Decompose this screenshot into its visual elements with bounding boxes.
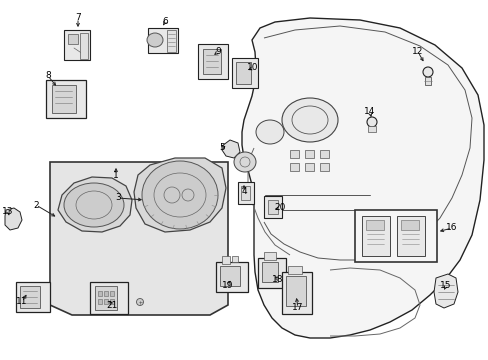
Bar bbox=[198, 44, 227, 79]
Text: 6: 6 bbox=[162, 18, 167, 27]
Bar bbox=[98, 299, 102, 304]
Bar bbox=[110, 291, 114, 296]
Polygon shape bbox=[58, 177, 132, 232]
Text: 18: 18 bbox=[272, 275, 283, 284]
Text: 14: 14 bbox=[364, 108, 375, 117]
Text: 7: 7 bbox=[75, 13, 81, 22]
Bar bbox=[52, 85, 76, 113]
Bar bbox=[167, 30, 176, 52]
Circle shape bbox=[422, 67, 432, 77]
Bar bbox=[305, 150, 313, 158]
Bar bbox=[46, 80, 86, 118]
Bar bbox=[231, 256, 238, 262]
Bar bbox=[319, 150, 328, 158]
Text: 9: 9 bbox=[215, 48, 221, 57]
Bar bbox=[365, 220, 383, 230]
Bar bbox=[264, 252, 275, 260]
Bar bbox=[282, 272, 311, 314]
Bar bbox=[220, 266, 240, 286]
Text: 16: 16 bbox=[446, 224, 457, 233]
Bar bbox=[236, 62, 250, 84]
Bar bbox=[238, 182, 253, 204]
Text: 15: 15 bbox=[439, 282, 451, 291]
Bar bbox=[396, 216, 424, 256]
Text: 10: 10 bbox=[247, 63, 258, 72]
Ellipse shape bbox=[256, 120, 284, 144]
Polygon shape bbox=[5, 208, 22, 230]
Circle shape bbox=[136, 298, 143, 306]
Bar bbox=[305, 163, 313, 171]
Bar bbox=[64, 30, 90, 60]
Text: 1: 1 bbox=[113, 171, 119, 180]
Text: 12: 12 bbox=[411, 48, 423, 57]
Bar bbox=[148, 28, 178, 53]
Bar bbox=[367, 126, 375, 132]
Bar bbox=[361, 216, 389, 256]
Bar bbox=[264, 196, 282, 218]
Bar bbox=[90, 282, 128, 314]
Bar bbox=[262, 262, 278, 282]
Bar bbox=[354, 210, 436, 262]
Ellipse shape bbox=[64, 183, 124, 227]
Polygon shape bbox=[50, 162, 227, 315]
Text: 21: 21 bbox=[106, 301, 118, 310]
Bar bbox=[104, 299, 108, 304]
Text: 20: 20 bbox=[274, 203, 285, 212]
Polygon shape bbox=[242, 18, 483, 338]
Bar bbox=[20, 286, 40, 308]
Text: 19: 19 bbox=[222, 280, 233, 289]
Bar bbox=[216, 262, 247, 292]
Text: 5: 5 bbox=[219, 144, 224, 153]
Bar bbox=[285, 276, 305, 306]
Bar bbox=[110, 299, 114, 304]
Circle shape bbox=[366, 117, 376, 127]
Text: 17: 17 bbox=[292, 303, 303, 312]
Bar bbox=[104, 291, 108, 296]
Bar bbox=[203, 49, 221, 74]
Bar bbox=[258, 258, 285, 288]
Text: 11: 11 bbox=[16, 297, 28, 306]
Bar bbox=[289, 150, 298, 158]
Text: 2: 2 bbox=[33, 201, 39, 210]
Bar bbox=[16, 282, 50, 312]
Polygon shape bbox=[433, 274, 457, 308]
Bar bbox=[80, 33, 88, 59]
Bar bbox=[231, 58, 258, 88]
Ellipse shape bbox=[282, 98, 337, 142]
Bar bbox=[289, 163, 298, 171]
Bar bbox=[241, 186, 249, 200]
Bar bbox=[95, 286, 117, 310]
Bar bbox=[68, 34, 78, 44]
Bar bbox=[287, 266, 302, 274]
Ellipse shape bbox=[142, 161, 218, 229]
Polygon shape bbox=[222, 140, 240, 158]
Text: 4: 4 bbox=[241, 188, 246, 197]
Bar bbox=[424, 77, 430, 85]
Text: 8: 8 bbox=[45, 72, 51, 81]
Ellipse shape bbox=[147, 33, 163, 47]
Polygon shape bbox=[134, 158, 225, 232]
Bar bbox=[400, 220, 418, 230]
Bar bbox=[267, 200, 278, 214]
Bar bbox=[319, 163, 328, 171]
Text: 3: 3 bbox=[115, 194, 121, 202]
Bar bbox=[222, 256, 229, 264]
Ellipse shape bbox=[234, 152, 256, 172]
Text: 13: 13 bbox=[2, 207, 14, 216]
Bar bbox=[98, 291, 102, 296]
